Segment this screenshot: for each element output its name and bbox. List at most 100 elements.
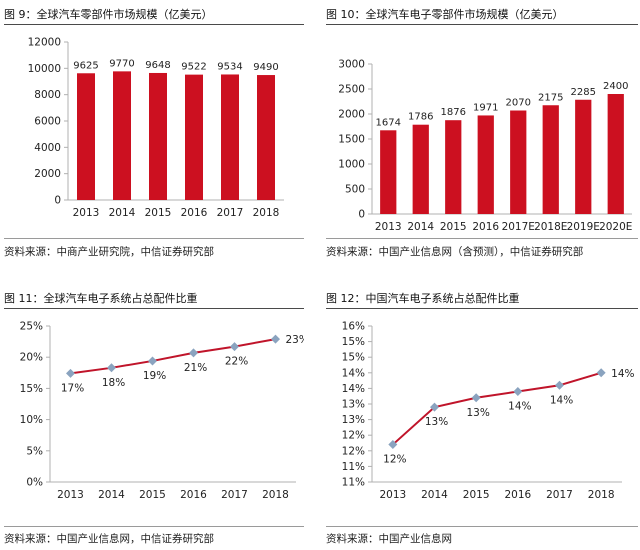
y-tick-label: 500 [345, 184, 365, 196]
point-value-label: 12% [383, 454, 406, 466]
bar-value-label: 9625 [73, 60, 98, 71]
bar-2016 [185, 74, 203, 200]
point-marker-2016 [513, 387, 523, 397]
x-tick-label: 2017E [502, 221, 535, 233]
y-tick-label: 15% [342, 336, 365, 348]
y-tick-label: 12000 [28, 37, 61, 49]
figure-10-title: 图 10：全球汽车电子零部件市场规模（亿美元） [326, 8, 564, 21]
point-value-label: 14% [550, 394, 573, 406]
point-value-label: 19% [143, 370, 166, 382]
point-marker-2013 [66, 368, 75, 378]
y-tick-label: 13% [342, 414, 365, 426]
point-marker-2016 [189, 348, 198, 358]
figure-11-title-rule [4, 308, 304, 309]
x-tick-label: 2018 [588, 489, 615, 501]
figure-9-title-rule [4, 24, 304, 25]
figure-9-panel: 图 9：全球汽车零部件市场规模（亿美元） 0 2000 4000 6000 8000 10… [4, 0, 304, 265]
point-value-label: 13% [466, 407, 489, 419]
y-tick-label: 8000 [34, 89, 61, 101]
bar-2015 [149, 72, 167, 200]
y-tick-label: 0% [26, 477, 43, 489]
y-tick-label: 11% [342, 477, 365, 489]
bar-2018 [257, 75, 275, 200]
y-tick-label: 5% [26, 445, 43, 457]
bar-value-label: 1876 [441, 107, 466, 118]
point-marker-2015 [471, 393, 481, 403]
figure-11-line-chart: 0% 5% 10% 15% 20% 25% 2013 2014 2015 2016 2017 2018… [20, 321, 305, 502]
y-tick-label: 3000 [338, 59, 365, 71]
x-tick-label: 2020E [599, 221, 632, 233]
bar-value-label: 1971 [473, 102, 498, 113]
point-value-label: 18% [102, 377, 125, 389]
y-tick-label: 2000 [34, 168, 61, 180]
y-tick-label: 11% [342, 461, 365, 473]
point-value-label: 23% [286, 334, 305, 346]
x-tick-label: 2014 [407, 221, 434, 233]
point-marker-2017 [555, 380, 564, 390]
x-tick-label: 2015 [139, 489, 166, 501]
bar-value-label: 1786 [408, 112, 433, 123]
point-value-label: 17% [61, 382, 84, 394]
point-marker-2015 [148, 356, 157, 366]
figure-11-source-rule [4, 526, 304, 527]
x-tick-label: 2019E [567, 221, 600, 233]
bar-2014 [113, 71, 131, 200]
point-value-label: 14% [611, 368, 634, 380]
figure-12-source: 资料来源：中国产业信息网 [326, 533, 452, 545]
figure-10-panel: 图 10：全球汽车电子零部件市场规模（亿美元） 0 500 1000 1500 2000… [326, 0, 638, 265]
figure-11-panel: 图 11：全球汽车电子系统占总配件比重 0% 5% 10% 15% 20% 25% 2013… [4, 286, 304, 550]
y-tick-label: 15% [20, 383, 43, 395]
bar-value-label: 1674 [376, 117, 401, 128]
bar-value-label: 2285 [571, 87, 596, 98]
bar-2018E [542, 105, 559, 214]
x-tick-label: 2015 [440, 221, 467, 233]
y-tick-label: 1500 [338, 134, 365, 146]
x-tick-label: 2018 [253, 207, 280, 219]
point-value-label: 22% [225, 356, 248, 368]
x-tick-label: 2016 [504, 489, 531, 501]
bar-value-label: 2400 [603, 81, 628, 92]
x-tick-label: 2018E [534, 221, 567, 233]
bar-2014 [412, 124, 429, 214]
y-tick-label: 12% [342, 445, 365, 457]
figure-9-source-rule [4, 238, 304, 239]
y-tick-label: 15% [342, 352, 365, 364]
x-tick-label: 2013 [375, 221, 402, 233]
bar-2013 [77, 73, 95, 200]
y-tick-label: 0 [358, 209, 365, 221]
x-tick-label: 2016 [472, 221, 499, 233]
x-tick-label: 2015 [145, 207, 172, 219]
figure-10-source: 资料来源：中国产业信息网（含预测），中信证券研究部 [326, 246, 584, 258]
y-tick-label: 10% [20, 414, 43, 426]
y-tick-label: 0 [54, 195, 61, 207]
figure-12-title-rule [326, 308, 638, 309]
y-tick-label: 6000 [34, 116, 61, 128]
figure-10-source-rule [326, 238, 638, 239]
bar-2013 [380, 130, 397, 214]
point-marker-2014 [430, 402, 439, 412]
y-tick-label: 2500 [338, 84, 365, 96]
y-tick-label: 13% [342, 399, 365, 411]
series-line [70, 338, 276, 375]
x-tick-label: 2016 [180, 489, 207, 501]
x-tick-label: 2018 [262, 489, 289, 501]
x-tick-label: 2013 [73, 207, 100, 219]
y-tick-label: 14% [342, 367, 365, 379]
series-line [392, 371, 602, 446]
y-tick-label: 14% [342, 383, 365, 395]
point-marker-2017 [230, 342, 239, 352]
x-tick-label: 2017 [221, 489, 248, 501]
figure-12-title: 图 12：中国汽车电子系统占总配件比重 [326, 292, 520, 305]
figure-12-panel: 图 12：中国汽车电子系统占总配件比重 11% 11% 12% 12% 13% 13% 14… [326, 286, 638, 550]
bar-2017E [510, 110, 527, 214]
x-tick-label: 2014 [98, 489, 125, 501]
point-marker-2014 [107, 363, 116, 373]
bar-2015 [445, 120, 462, 214]
figure-9-source: 资料来源：中商产业研究院，中信证券研究部 [4, 246, 214, 258]
y-tick-label: 16% [342, 321, 365, 333]
x-tick-label: 2014 [109, 207, 136, 219]
bar-2017 [221, 74, 239, 200]
bar-value-label: 9490 [253, 62, 278, 73]
figure-9-bar-chart: 0 2000 4000 6000 8000 10000 12000 2013 2014 2015 2… [28, 37, 284, 219]
x-tick-label: 2017 [217, 207, 244, 219]
